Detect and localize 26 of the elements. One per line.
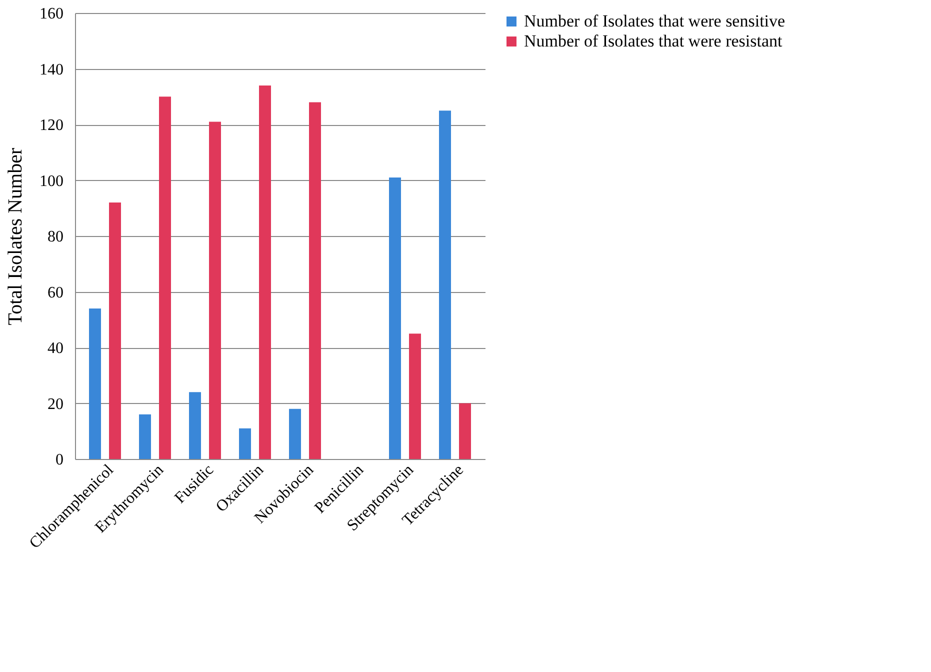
y-tick-label: 60 — [48, 284, 64, 302]
bar — [259, 85, 271, 459]
y-tick-label: 140 — [40, 61, 64, 78]
legend-label: Number of Isolates that were sensitive — [524, 12, 786, 30]
bar — [89, 308, 101, 459]
y-tick-label: 160 — [40, 6, 64, 22]
bar — [239, 428, 251, 459]
bar — [459, 403, 471, 459]
y-tick-label: 0 — [56, 452, 64, 468]
bar — [159, 96, 171, 459]
bar — [289, 408, 301, 459]
bar — [389, 177, 401, 459]
bar — [209, 122, 221, 459]
bar — [189, 392, 201, 459]
bar — [309, 102, 321, 459]
bar — [109, 202, 121, 459]
legend-label: Number of Isolates that were resistant — [524, 32, 782, 50]
y-tick-label: 100 — [40, 172, 64, 190]
y-tick-label: 120 — [40, 117, 64, 134]
y-tick-label: 20 — [48, 396, 64, 413]
y-tick-label: 40 — [48, 340, 64, 357]
y-axis-title: Total Isolates Number — [4, 147, 26, 326]
bar — [439, 110, 451, 459]
bar — [409, 334, 421, 459]
y-tick-label: 80 — [48, 228, 64, 246]
bar — [139, 414, 151, 459]
